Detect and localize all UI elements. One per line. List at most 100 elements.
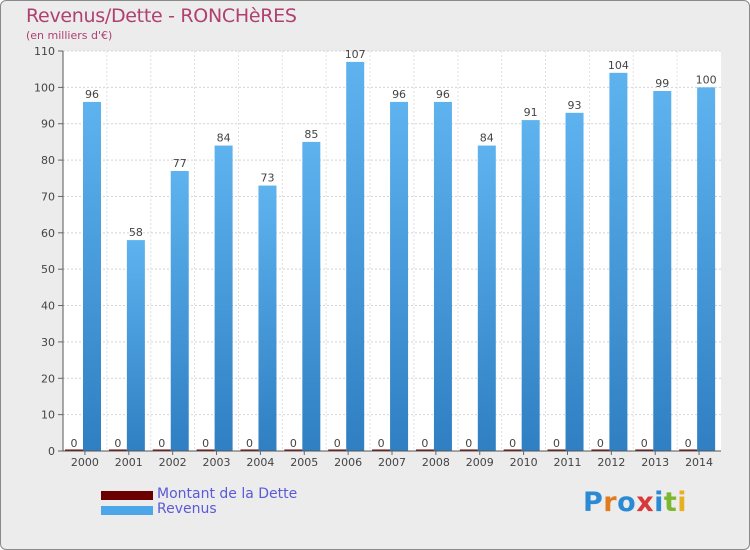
bar-dette (591, 449, 610, 451)
y-tick-label: 50 (41, 263, 55, 276)
bar-revenus (83, 101, 101, 451)
data-label-dette: 0 (158, 437, 165, 450)
x-tick-label: 2012 (597, 456, 625, 469)
data-label-dette: 0 (597, 437, 604, 450)
y-tick-label: 80 (41, 154, 55, 167)
data-label-dette: 0 (378, 437, 385, 450)
x-tick-label: 2008 (422, 456, 450, 469)
bar-revenus (521, 120, 540, 451)
data-label-revenus: 84 (217, 132, 231, 145)
bar-dette (459, 449, 478, 451)
legend-label-revenus: Revenus (157, 501, 217, 517)
bar-revenus (214, 145, 233, 451)
bar-revenus (302, 141, 321, 451)
data-label-revenus: 73 (260, 172, 274, 185)
bar-revenus (653, 91, 672, 451)
y-tick-label: 60 (41, 227, 55, 240)
data-label-revenus: 104 (608, 59, 629, 72)
x-tick-label: 2013 (641, 456, 669, 469)
bar-revenus (477, 145, 496, 451)
logo-letter: r (603, 487, 618, 518)
legend-swatch-dette (101, 491, 153, 500)
x-tick-label: 2001 (115, 456, 143, 469)
data-label-revenus: 77 (173, 157, 187, 170)
bar-dette (108, 449, 127, 451)
bar-dette (328, 449, 347, 451)
data-label-dette: 0 (685, 437, 692, 450)
bar-revenus (126, 240, 145, 451)
x-tick-label: 2006 (334, 456, 362, 469)
logo-letter: t (663, 487, 678, 518)
data-label-dette: 0 (246, 437, 253, 450)
bar-revenus (565, 112, 584, 452)
data-label-revenus: 107 (345, 48, 366, 61)
legend-swatch-revenus (101, 506, 153, 515)
y-tick-label: 20 (41, 372, 55, 385)
bar-revenus (433, 101, 452, 451)
y-tick-label: 70 (41, 190, 55, 203)
proxiti-logo: Proxiti (583, 487, 687, 518)
x-tick-label: 2005 (290, 456, 318, 469)
data-label-revenus: 58 (129, 226, 143, 239)
x-tick-label: 2014 (685, 456, 713, 469)
bar-dette (196, 449, 215, 451)
data-label-dette: 0 (334, 437, 341, 450)
data-label-dette: 0 (553, 437, 560, 450)
bar-dette (240, 449, 259, 451)
data-label-revenus: 96 (436, 88, 450, 101)
axes: 0 10 20 30 40 50 60 70 80 90 100 110 2000 2001 2002 200… (34, 45, 721, 469)
bar-dette (547, 449, 566, 451)
bar-revenus (697, 87, 716, 451)
bar-dette (635, 449, 654, 451)
bar-revenus (258, 185, 277, 451)
data-label-dette: 0 (202, 437, 209, 450)
bar-dette (65, 449, 83, 451)
data-label-revenus: 93 (568, 99, 582, 112)
y-tick-label: 40 (41, 300, 55, 313)
data-label-revenus: 100 (696, 73, 717, 86)
data-label-revenus: 99 (655, 77, 669, 90)
data-label-revenus: 96 (85, 88, 99, 101)
data-label-revenus: 91 (524, 106, 538, 119)
bar-dette (679, 449, 698, 451)
data-label-dette: 0 (290, 437, 297, 450)
bar-dette (503, 449, 522, 451)
bar-dette (415, 449, 434, 451)
x-tick-label: 2002 (159, 456, 187, 469)
x-tick-label: 2004 (246, 456, 274, 469)
logo-letter: i (677, 487, 688, 518)
x-tick-label: 2007 (378, 456, 406, 469)
logo-letter: P (583, 487, 604, 518)
logo-letter: x (636, 487, 655, 518)
bar-revenus (609, 72, 628, 452)
logo-letter: i (654, 487, 664, 518)
x-tick-label: 2010 (510, 456, 538, 469)
data-label-dette: 0 (509, 437, 516, 450)
data-label-dette: 0 (641, 437, 648, 450)
y-tick-label: 30 (41, 336, 55, 349)
legend-label-dette: Montant de la Dette (157, 486, 298, 502)
x-tick-label: 2009 (466, 456, 494, 469)
logo-letter: o (617, 487, 637, 518)
data-label-dette: 0 (114, 437, 121, 450)
bar-dette (152, 449, 171, 451)
data-label-dette: 0 (465, 437, 472, 450)
bars: 0 96 0 58 0 77 0 84 0 73 0 85 0 107 0 96 0 96 0 84 0 91 0 93 0 10… (65, 48, 717, 452)
x-tick-label: 2003 (203, 456, 231, 469)
data-label-dette: 0 (71, 437, 78, 450)
bar-dette (372, 449, 391, 451)
y-tick-label: 100 (34, 81, 55, 94)
y-tick-label: 110 (34, 45, 55, 58)
bar-dette (284, 449, 303, 451)
data-label-revenus: 96 (392, 88, 406, 101)
y-tick-label: 0 (48, 445, 55, 458)
data-label-dette: 0 (421, 437, 428, 450)
bar-revenus (170, 171, 189, 451)
chart-title: Revenus/Dette - RONCHèRES (26, 5, 297, 27)
bar-revenus (346, 61, 365, 452)
bar-revenus (390, 101, 409, 451)
y-tick-label: 10 (41, 409, 55, 422)
x-tick-label: 2011 (553, 456, 581, 469)
